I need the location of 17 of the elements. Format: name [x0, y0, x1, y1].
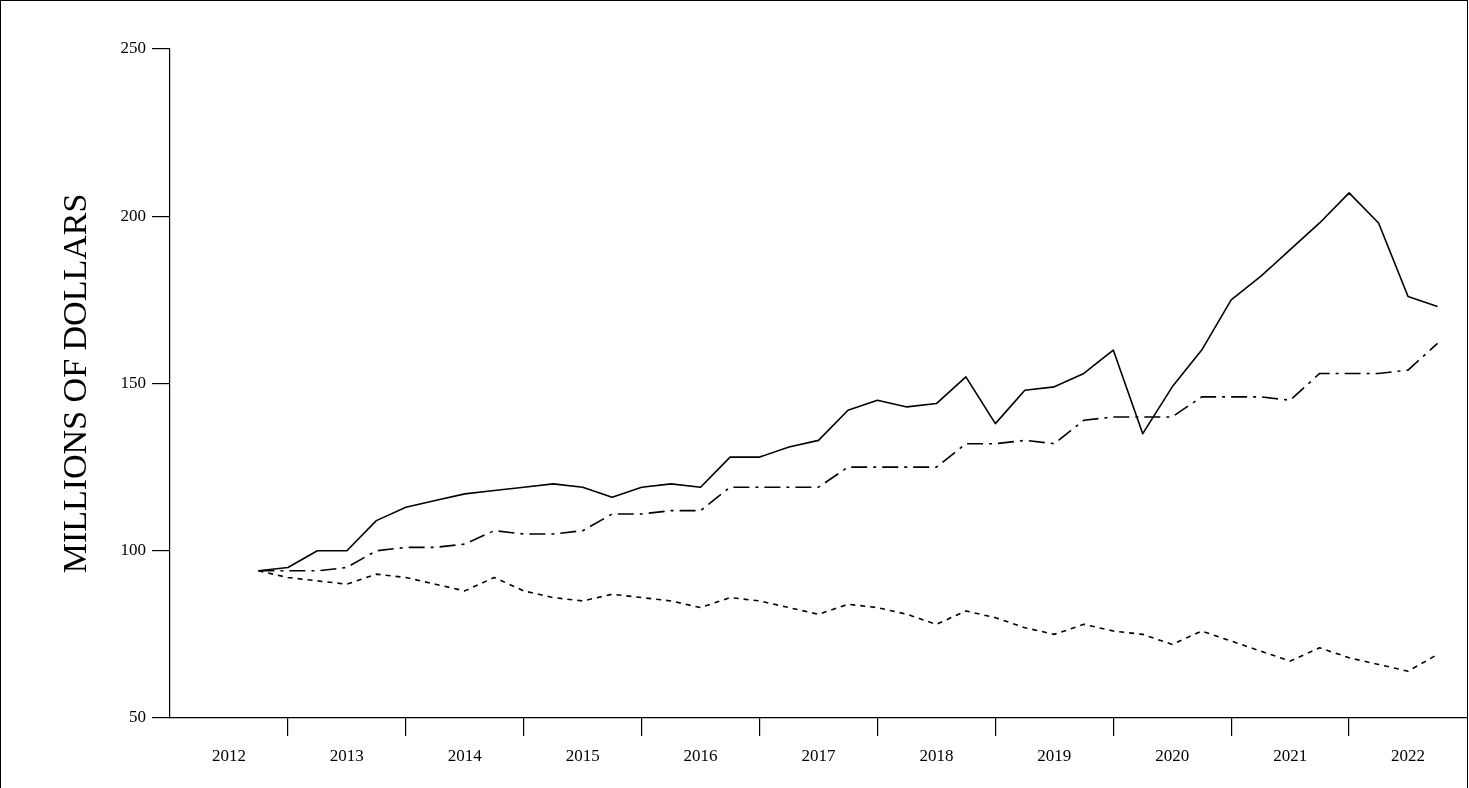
x-tick-label: 2020	[1155, 745, 1190, 765]
y-tick-label: 100	[120, 540, 146, 560]
x-tick-label: 2018	[919, 745, 954, 765]
x-tick-label: 2016	[683, 745, 718, 765]
y-tick-label: 50	[129, 707, 146, 727]
x-tick-label: 2014	[447, 745, 483, 765]
x-tick-label: 2013	[329, 745, 364, 765]
x-tick-label: 2022	[1391, 745, 1426, 765]
x-tick-label: 2021	[1273, 745, 1308, 765]
x-tick-label: 2019	[1037, 745, 1072, 765]
y-tick-label: 150	[120, 372, 146, 392]
x-tick-label: 2012	[211, 745, 246, 765]
x-tick-label: 2015	[565, 745, 600, 765]
y-axis-title: MILLIONS OF DOLLARS	[56, 193, 94, 574]
x-tick-label: 2017	[801, 745, 836, 765]
y-tick-label: 200	[120, 205, 146, 225]
y-tick-label: 250	[120, 38, 146, 58]
